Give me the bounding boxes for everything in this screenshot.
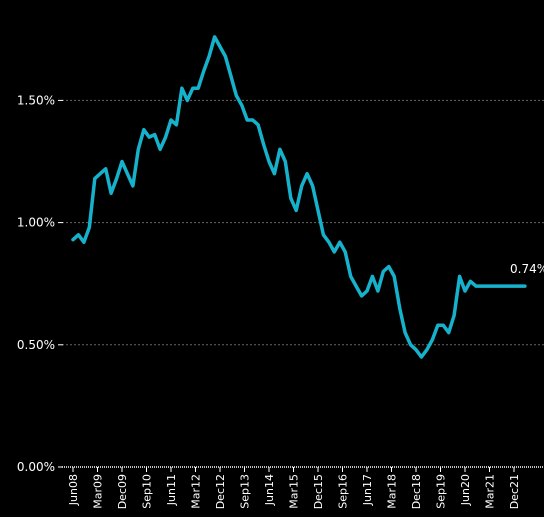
x-tick-label: Sep19 (435, 474, 448, 509)
x-tick-label: Jun20 (459, 474, 472, 506)
x-tick-label: Sep13 (239, 474, 252, 509)
series-layer (71, 35, 527, 359)
x-tick-label: Jun17 (361, 474, 374, 506)
x-tick-label: Dec21 (508, 474, 521, 509)
y-tick-label: 0.00% (17, 460, 55, 474)
x-tick-label: Dec18 (410, 474, 423, 509)
x-tick-label: Sep10 (141, 474, 154, 509)
x-tick-label: Dec12 (214, 474, 227, 509)
x-tick-label: Mar12 (190, 474, 203, 509)
y-tick-label: 1.00% (17, 216, 55, 230)
y-axis-ticks: 0.00% 0.50% 1.00% 1.50% (17, 93, 63, 474)
x-tick-label: Jun08 (67, 474, 80, 506)
grid-lines (62, 99, 544, 346)
x-tick-label: Mar21 (484, 474, 497, 509)
x-tick-label: Mar15 (288, 474, 301, 509)
x-axis-ticks: Jun08 Mar09 Dec09 Sep10 Jun11 Mar12 Dec12 Sep13… (67, 467, 521, 509)
y-tick-label: 1.50% (17, 93, 55, 107)
x-tick-label: Dec09 (116, 474, 129, 509)
y-tick-label: 0.50% (17, 338, 55, 352)
x-tick-label: Dec15 (312, 474, 325, 509)
x-tick-label: Jun14 (263, 474, 276, 506)
x-tick-label: Mar09 (92, 474, 105, 509)
x-tick-label: Mar18 (386, 474, 399, 509)
x-tick-label: Jun11 (165, 474, 178, 506)
x-tick-label: Sep16 (337, 474, 350, 509)
end-value-label: 0.74% (510, 262, 544, 276)
series-line-0 (71, 35, 527, 359)
